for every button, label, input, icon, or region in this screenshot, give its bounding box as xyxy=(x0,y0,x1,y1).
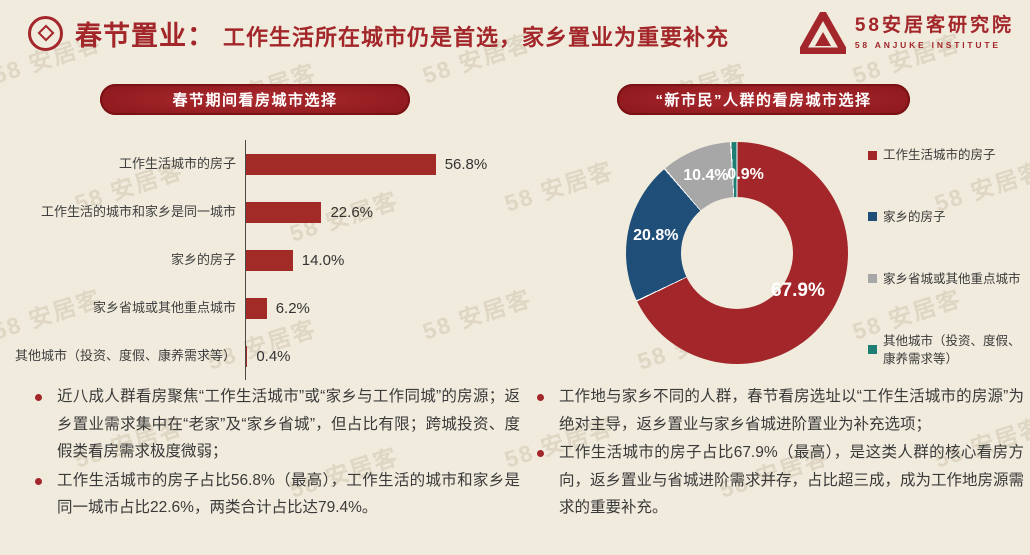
bar-track: 56.8% xyxy=(245,140,522,188)
bullet-item: 工作生活城市的房子占比67.9%（最高），是这类人群的核心看房方向，返乡置业与省… xyxy=(528,439,1024,522)
bar-category-label: 家乡的房子 xyxy=(170,252,236,268)
legend-item: 工作生活城市的房子 xyxy=(868,146,1022,164)
bullet-item: 工作生活城市的房子占比56.8%（最高），工作生活的城市和家乡是同一城市占比22… xyxy=(26,467,520,522)
bar-category-label: 工作生活城市的房子 xyxy=(118,156,236,172)
donut-slice-label: 0.9% xyxy=(727,166,764,184)
bar xyxy=(246,345,248,367)
bar-row: 家乡省城或其他重点城市 6.2% xyxy=(6,284,522,332)
legend-swatch xyxy=(868,274,877,284)
bar-track: 22.6% xyxy=(245,188,522,236)
page-title: 春节置业： 工作生活所在城市仍是首选，家乡置业为重要补充 xyxy=(75,14,729,53)
bar-value-label: 14.0% xyxy=(301,251,345,269)
legend-swatch xyxy=(868,212,877,222)
left-bullet-list: 近八成人群看房聚焦“工作生活城市”或“家乡与工作同城”的房源；返乡置业需求集中在… xyxy=(26,383,520,523)
bar xyxy=(246,249,293,271)
bar-row: 其他城市（投资、度假、康养需求等） 0.4% xyxy=(6,332,522,380)
bullet-item: 工作地与家乡不同的人群，春节看房选址以“工作生活城市的房源”为绝对主导，返乡置业… xyxy=(528,383,1024,438)
legend-swatch xyxy=(868,150,877,160)
logo-text: 58安居客研究院 58 ANJUKE INSTITUTE xyxy=(854,15,1014,50)
donut-slice-label: 67.9% xyxy=(770,280,825,302)
bar-track: 14.0% xyxy=(245,236,522,284)
bar-row: 家乡的房子 14.0% xyxy=(6,236,522,284)
legend-label: 其他城市（投资、度假、康养需求等） xyxy=(883,333,1021,366)
bar-row: 工作生活城市的房子 56.8% xyxy=(6,140,522,188)
page-title-rest: 工作生活所在城市仍是首选，家乡置业为重要补充 xyxy=(223,24,730,50)
right-bullet-list: 工作地与家乡不同的人群，春节看房选址以“工作生活城市的房源”为绝对主导，返乡置业… xyxy=(528,383,1024,523)
bar xyxy=(246,201,322,223)
legend-item: 家乡省城或其他重点城市 xyxy=(868,270,1022,288)
bar-row: 工作生活的城市和家乡是同一城市 22.6% xyxy=(6,188,522,236)
bar-category-label: 其他城市（投资、度假、康养需求等） xyxy=(14,348,236,364)
bar-category-label: 工作生活的城市和家乡是同一城市 xyxy=(40,204,236,220)
bar xyxy=(246,297,267,319)
coin-icon xyxy=(28,15,63,51)
bar-value-label: 22.6% xyxy=(330,203,374,221)
left-chart-title-pill: 春节期间看房城市选择 xyxy=(100,84,410,115)
anjuke-triangle-icon xyxy=(799,12,846,54)
bar-track: 0.4% xyxy=(245,332,522,380)
bar-value-label: 6.2% xyxy=(275,299,310,317)
logo-cn: 58安居客研究院 xyxy=(854,15,1014,37)
bar-track: 6.2% xyxy=(245,284,522,332)
brand-logo: 58安居客研究院 58 ANJUKE INSTITUTE xyxy=(799,12,1014,54)
bar-value-label: 56.8% xyxy=(444,155,488,173)
bar-chart: 工作生活城市的房子 56.8% 工作生活的城市和家乡是同一城市 22.6% 家乡的房子 1… xyxy=(6,140,522,380)
legend-item: 其他城市（投资、度假、康养需求等） xyxy=(868,332,1022,368)
donut-hole xyxy=(681,197,793,309)
right-chart-title-pill: “新市民”人群的看房城市选择 xyxy=(617,84,910,115)
legend-swatch xyxy=(868,345,877,355)
donut-slice-label: 10.4% xyxy=(683,167,729,185)
donut-legend: 工作生活城市的房子 家乡的房子家乡省城或其他重点城市其他城市（投资、度假、康养需求… xyxy=(868,146,1022,368)
bullet-item: 近八成人群看房聚焦“工作生活城市”或“家乡与工作同城”的房源；返乡置业需求集中在… xyxy=(26,383,520,466)
donut-chart: 67.9% 20.8% 10.4% 0.9% xyxy=(626,142,848,364)
header: 春节置业： 工作生活所在城市仍是首选，家乡置业为重要补充 58安居客研究院 58 … xyxy=(28,12,1014,54)
legend-label: 工作生活城市的房子 xyxy=(883,148,996,162)
coin-diamond-icon xyxy=(37,24,54,42)
logo-en: 58 ANJUKE INSTITUTE xyxy=(854,39,1001,50)
legend-label: 家乡的房子 xyxy=(883,209,946,224)
legend-item: 家乡的房子 xyxy=(868,208,1022,226)
donut-slice-label: 20.8% xyxy=(633,226,679,244)
bar-category-label: 家乡省城或其他重点城市 xyxy=(92,300,236,316)
bar xyxy=(246,153,436,175)
bar-value-label: 0.4% xyxy=(256,347,291,365)
legend-label: 家乡省城或其他重点城市 xyxy=(883,271,1021,286)
page-title-strong: 春节置业： xyxy=(75,20,215,51)
